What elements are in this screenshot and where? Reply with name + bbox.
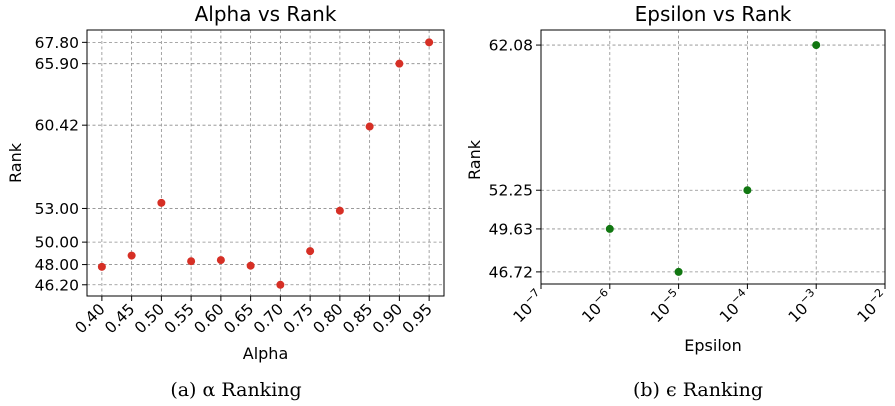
data-point xyxy=(187,257,196,266)
alpha-plot-frame xyxy=(86,29,445,297)
data-point xyxy=(306,247,315,256)
x-tick-label: 10−2 xyxy=(852,286,892,326)
y-tick-label: 67.80 xyxy=(35,34,79,52)
x-tick-label: 0.70 xyxy=(250,300,287,337)
data-point xyxy=(246,261,255,270)
x-tick-label: 0.90 xyxy=(369,300,406,337)
data-point xyxy=(674,267,683,276)
alpha-y-axis-label: Rank xyxy=(6,142,25,183)
alpha-x-axis-label: Alpha xyxy=(243,344,289,363)
x-tick-label: 0.95 xyxy=(399,300,436,337)
x-tick-label: 0.40 xyxy=(72,300,109,337)
alpha-chart: 46.20 48.00 50.00 53.00 60.42 65.90 67.80 0.40… xyxy=(6,2,445,401)
data-point xyxy=(605,224,614,233)
data-point xyxy=(335,206,344,215)
y-tick-label: 48.00 xyxy=(35,256,79,274)
x-tick-label: 10−4 xyxy=(714,286,754,326)
x-tick-label: 10−7 xyxy=(508,286,548,326)
epsilon-chart-title: Epsilon vs Rank xyxy=(635,2,792,26)
data-point xyxy=(97,262,106,271)
data-point xyxy=(157,198,166,207)
epsilon-plot-frame xyxy=(540,29,886,285)
y-tick-label: 49.63 xyxy=(489,220,533,238)
x-tick-label: 0.75 xyxy=(280,300,317,337)
alpha-chart-title: Alpha vs Rank xyxy=(195,2,337,26)
data-point xyxy=(216,256,225,265)
data-point xyxy=(812,41,821,50)
x-tick-label: 10−3 xyxy=(783,286,823,326)
data-point xyxy=(425,38,434,47)
x-tick-label: 0.60 xyxy=(191,300,228,337)
y-tick-label: 52.25 xyxy=(489,182,533,200)
y-tick-label: 46.20 xyxy=(35,276,79,294)
y-tick-label: 60.42 xyxy=(35,117,79,135)
x-tick-label: 0.85 xyxy=(339,300,376,337)
y-tick-label: 50.00 xyxy=(35,234,79,252)
data-point xyxy=(276,280,285,289)
x-tick-label: 0.45 xyxy=(101,300,138,337)
y-tick-label: 46.72 xyxy=(489,263,533,281)
alpha-caption: (a) α Ranking xyxy=(170,379,301,401)
data-point xyxy=(395,59,404,68)
x-tick-label: 10−6 xyxy=(576,286,616,326)
epsilon-x-axis-label: Epsilon xyxy=(684,336,741,355)
x-tick-label: 0.80 xyxy=(310,300,347,337)
y-tick-label: 65.90 xyxy=(35,55,79,73)
epsilon-y-axis-label: Rank xyxy=(465,139,484,180)
x-tick-label: 0.55 xyxy=(161,300,198,337)
data-point xyxy=(743,186,752,195)
data-point xyxy=(127,251,136,260)
x-tick-label: 0.65 xyxy=(220,300,257,337)
x-tick-label: 10−5 xyxy=(645,286,685,326)
y-tick-label: 62.08 xyxy=(489,37,533,55)
data-point xyxy=(365,122,374,131)
x-tick-label: 0.50 xyxy=(131,300,168,337)
y-tick-label: 53.00 xyxy=(35,200,79,218)
epsilon-chart: 46.72 49.63 52.25 62.08 10−7 10−6 10−5 10−4 10−… xyxy=(465,2,892,401)
epsilon-caption: (b) ϵ Ranking xyxy=(633,379,763,401)
